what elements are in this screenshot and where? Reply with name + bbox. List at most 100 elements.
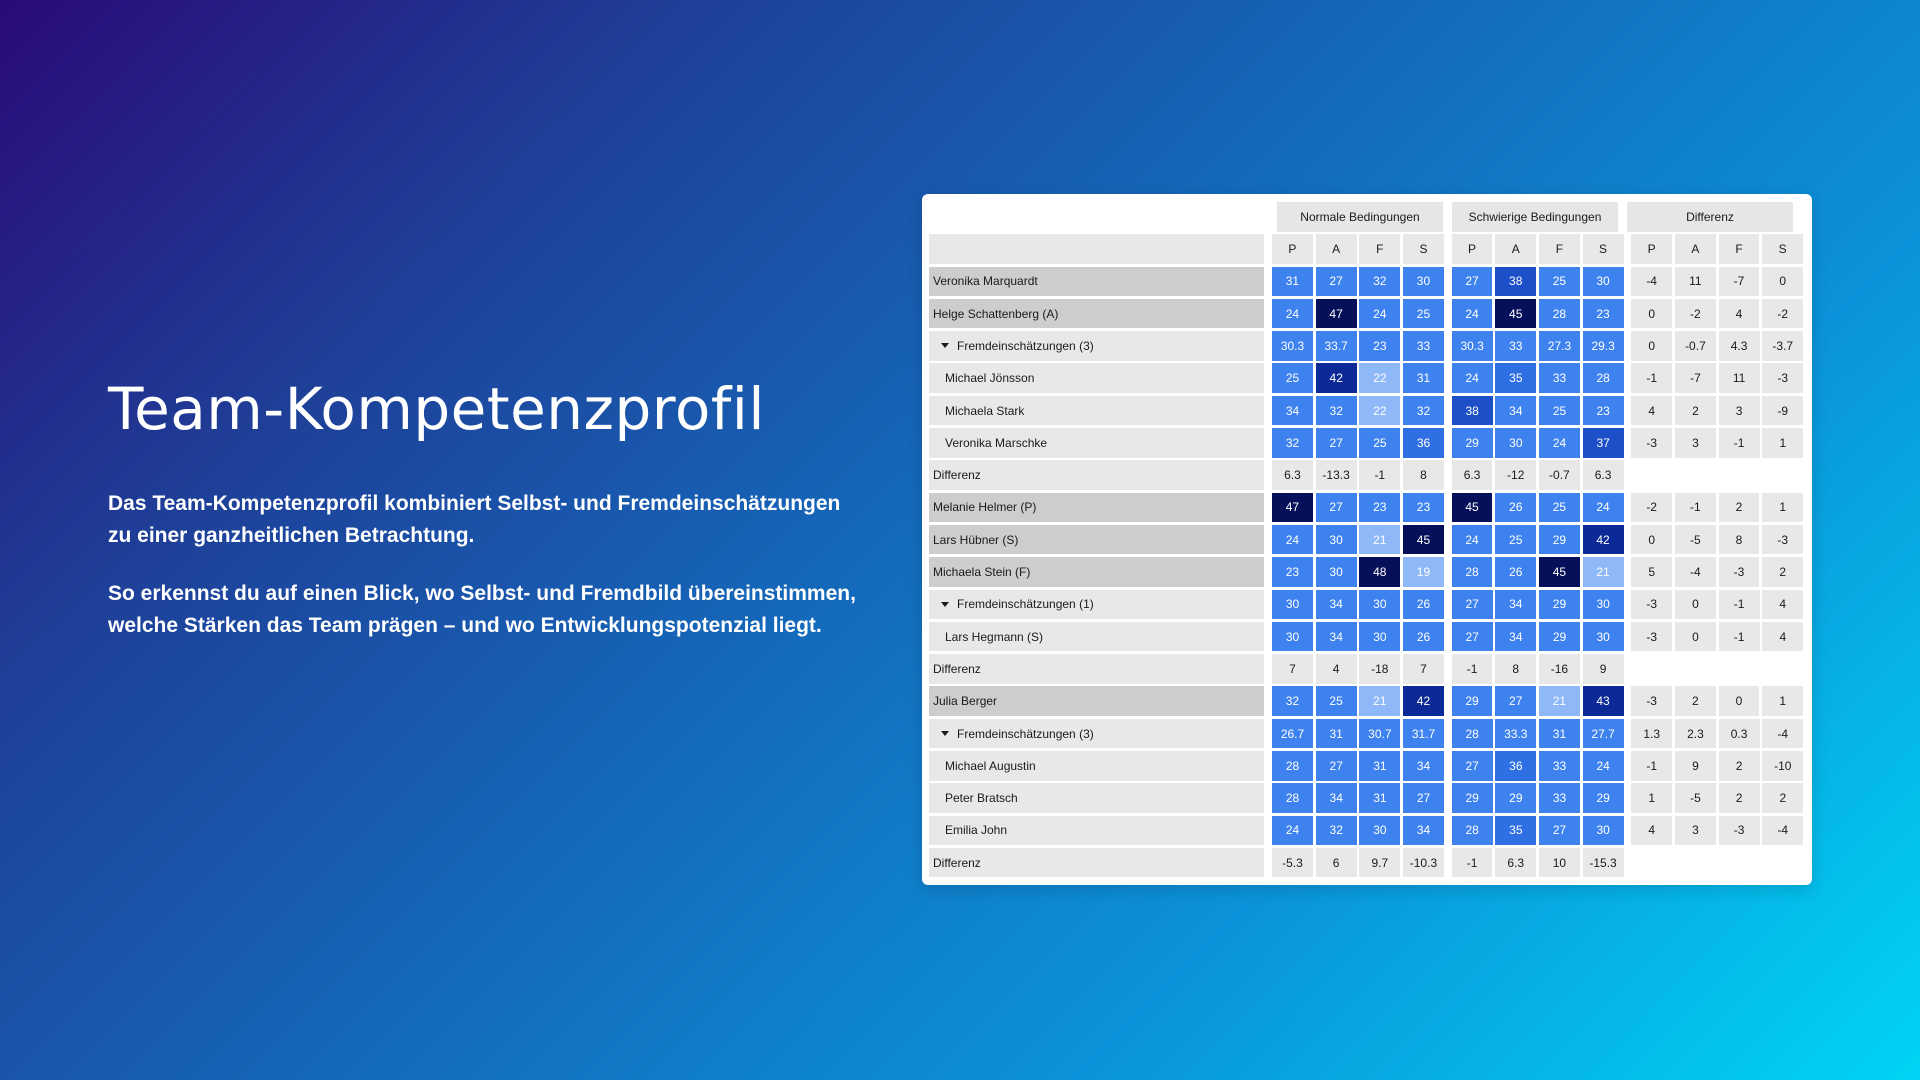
normal-value-cell: 31 [1359,783,1401,813]
external-assessment-group-row[interactable]: Fremdeinschätzungen (3) 30.3 33.7 23 33 30.3 3… [929,331,1806,361]
difference-value-cell: -3 [1718,815,1760,846]
normal-value-cell: 45 [1403,524,1444,555]
difficult-value-cell: 28 [1451,718,1493,749]
difference-value-cell: -4 [1631,266,1673,297]
row-label-text: Lars Hübner (S) [933,532,1019,547]
difficult-value-cell: 29 [1495,783,1537,813]
difficult-value-cell: 24 [1582,751,1624,781]
normal-value-cell: 24 [1272,298,1313,329]
table-row: Michaela Stark 34 32 22 32 38 34 25 23 4 2 3 -9 [929,395,1806,426]
difference-value-cell: 8 [1718,524,1760,555]
table-row: Michaela Stein (F) 23 30 48 19 28 26 45 21 5 -4 -3 2 [929,557,1806,587]
normal-value-cell: 6 [1315,847,1357,878]
row-label: Michaela Stark [929,395,1265,426]
table-row: Lars Hübner (S) 24 30 21 45 24 25 29 42 0 -5 8 -3 [929,524,1806,555]
table-row: Emilia John 24 32 30 34 28 35 27 30 4 3 -3 -4 [929,815,1806,846]
row-label[interactable]: Fremdeinschätzungen (3) [929,718,1265,749]
difference-value-cell: -2 [1631,492,1673,523]
row-label: Julia Berger [929,686,1264,716]
difficult-value-cell: 38 [1451,395,1493,426]
normal-value-cell: 26 [1403,621,1444,652]
row-label[interactable]: Fremdeinschätzungen (1) [929,589,1265,620]
row-label: Differenz [929,460,1264,490]
difference-value-cell: 0 [1762,266,1804,297]
row-label-text: Helge Schattenberg (A) [933,306,1059,321]
difficult-value-cell: 27 [1451,621,1493,652]
normal-value-cell: 9.7 [1359,847,1401,878]
row-label-text: Michaela Stein (F) [933,565,1031,580]
normal-value-cell: 27 [1315,266,1357,297]
normal-value-cell: 32 [1272,686,1313,716]
difficult-value-cell: 29 [1539,589,1580,620]
difficult-value-cell: 21 [1582,557,1624,587]
normal-value-cell: 26.7 [1272,718,1313,749]
difficult-value-cell: 6.3 [1582,460,1624,490]
normal-value-cell: 28 [1272,751,1313,781]
row-label-text: Differenz [933,468,981,483]
collapse-triangle-icon[interactable] [941,343,949,349]
difference-value-cell: -4 [1762,718,1804,749]
normal-value-cell: 32 [1403,395,1444,426]
normal-value-cell: 30 [1359,589,1401,620]
column-letter-schwierig-p: P [1451,234,1493,264]
row-label-text: Fremdeinschätzungen (3) [957,726,1094,741]
normal-value-cell: 4 [1315,654,1357,684]
difficult-value-cell: 29 [1539,621,1580,652]
normal-value-cell: 31 [1272,266,1313,297]
difficult-value-cell: 29 [1538,524,1580,555]
difficult-value-cell: 35 [1495,815,1537,846]
normal-value-cell: 31 [1403,363,1444,393]
normal-value-cell: -5.3 [1272,847,1313,878]
row-label-text: Lars Hegmann (S) [945,629,1044,644]
difficult-value-cell: 28 [1538,298,1580,329]
normal-value-cell: 30 [1359,621,1401,652]
empty-cell [1675,848,1716,878]
difference-value-cell: 11 [1718,363,1760,393]
normal-value-cell: 36 [1403,428,1444,458]
difference-value-cell: -9 [1762,395,1804,426]
difficult-value-cell: 30 [1582,589,1624,620]
difference-value-cell: -5 [1674,524,1716,555]
collapse-triangle-icon[interactable] [941,601,949,607]
table-row: Julia Berger 32 25 21 42 29 27 21 43 -3 2 0 1 [929,686,1806,716]
table-row: Lars Hegmann (S) 30 34 30 26 27 34 29 30 -3 0 -1 4 [929,621,1806,652]
table-row: Michael Jönsson 25 42 22 31 24 35 33 28 -1 -7 11 -3 [929,363,1806,393]
normal-value-cell: 34 [1315,589,1357,620]
external-assessment-group-row[interactable]: Fremdeinschätzungen (3) 26.7 31 30.7 31.7 28 3… [929,718,1806,749]
difficult-value-cell: -16 [1538,654,1580,684]
difficult-value-cell: 23 [1582,395,1624,426]
empty-cell [1631,460,1672,490]
difference-value-cell: 0 [1718,686,1760,716]
difficult-value-cell: 24 [1451,363,1493,393]
difference-value-cell: -4 [1762,815,1804,846]
difficult-value-cell: 35 [1495,363,1537,393]
column-letter-normal-s: S [1403,234,1444,264]
competence-table-panel: Normale Bedingungen Schwierige Bedingung… [922,194,1812,885]
empty-cell [1675,460,1716,490]
difficult-value-cell: 27 [1539,815,1580,846]
normal-value-cell: 24 [1272,815,1313,846]
normal-value-cell: 32 [1315,395,1357,426]
difficult-value-cell: 9 [1582,654,1624,684]
column-letter-diff-p: P [1631,234,1673,264]
row-label-text: Differenz [933,661,981,676]
external-assessment-group-row[interactable]: Fremdeinschätzungen (1) 30 34 30 26 27 34 29 30-… [929,589,1806,620]
difference-value-cell: -3 [1631,686,1673,716]
difference-value-cell: -0.7 [1674,331,1716,361]
row-label[interactable]: Fremdeinschätzungen (3) [929,331,1265,361]
row-label: Differenz [929,847,1264,878]
normal-value-cell: 23 [1359,331,1401,361]
difficult-value-cell: 33 [1539,783,1580,813]
row-label-text: Melanie Helmer (P) [933,500,1037,515]
difficult-value-cell: 28 [1451,557,1493,587]
difficult-value-cell: 30 [1582,266,1624,297]
header-normal-conditions: Normale Bedingungen [1277,202,1443,232]
difficult-value-cell: 38 [1495,266,1537,297]
collapse-triangle-icon[interactable] [941,731,949,736]
difficult-value-cell: 30 [1495,428,1537,458]
normal-value-cell: 31 [1315,718,1357,749]
difference-value-cell: 2.3 [1674,718,1716,749]
normal-value-cell: 30 [1315,524,1357,555]
difference-value-cell: 11 [1674,266,1716,297]
row-label-text: Veronika Marschke [945,435,1048,450]
